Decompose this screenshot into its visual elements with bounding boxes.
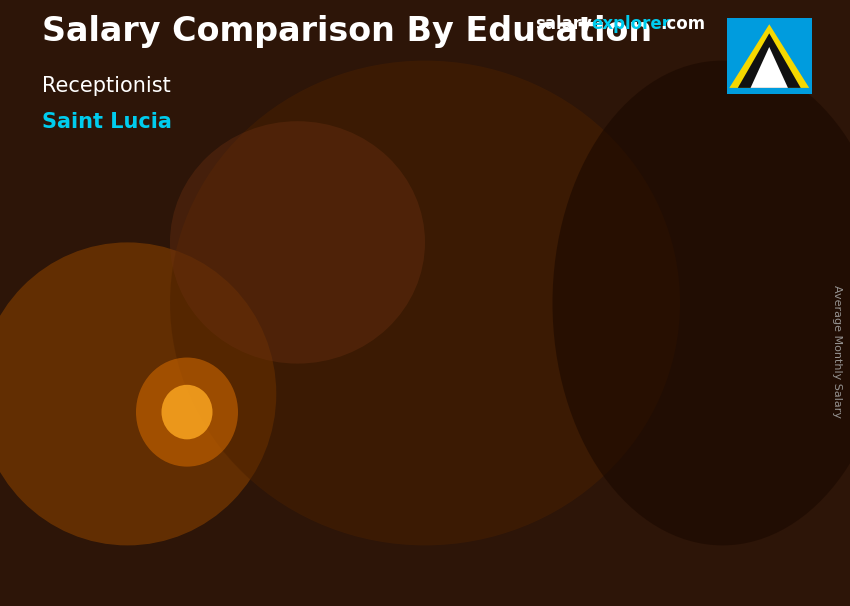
Bar	[581, 125, 660, 479]
Bar	[581, 472, 660, 479]
Bar	[444, 230, 454, 479]
Text: Saint Lucia: Saint Lucia	[42, 112, 173, 132]
Text: +40%: +40%	[248, 208, 355, 241]
Text: High School: High School	[150, 507, 269, 525]
Bar	[238, 299, 248, 479]
Ellipse shape	[162, 385, 212, 439]
Text: Certificate or
Diploma: Certificate or Diploma	[348, 507, 482, 545]
Bar	[581, 125, 590, 479]
Ellipse shape	[552, 61, 850, 545]
Polygon shape	[738, 33, 801, 88]
Text: Salary Comparison By Education: Salary Comparison By Education	[42, 15, 653, 48]
Text: explorer: explorer	[591, 15, 670, 33]
Ellipse shape	[170, 121, 425, 364]
Ellipse shape	[0, 242, 276, 545]
Text: 1,040 XCD: 1,040 XCD	[471, 225, 583, 245]
Polygon shape	[729, 24, 809, 88]
Bar	[170, 299, 248, 479]
Text: Receptionist: Receptionist	[42, 76, 171, 96]
Bar	[376, 474, 454, 479]
Text: Average Monthly Salary: Average Monthly Salary	[832, 285, 842, 418]
Text: 750 XCD: 750 XCD	[70, 304, 162, 323]
Text: salary: salary	[536, 15, 592, 33]
Polygon shape	[751, 47, 788, 88]
Bar	[376, 230, 454, 479]
Bar	[376, 230, 384, 479]
Bar	[650, 125, 660, 479]
Bar	[170, 475, 248, 479]
Ellipse shape	[136, 358, 238, 467]
Bar	[170, 299, 178, 479]
Text: +42%: +42%	[454, 121, 562, 154]
Text: .com: .com	[660, 15, 706, 33]
Text: 1,480 XCD: 1,480 XCD	[677, 108, 790, 128]
Ellipse shape	[170, 61, 680, 545]
Text: Bachelor's
Degree: Bachelor's Degree	[569, 507, 673, 545]
